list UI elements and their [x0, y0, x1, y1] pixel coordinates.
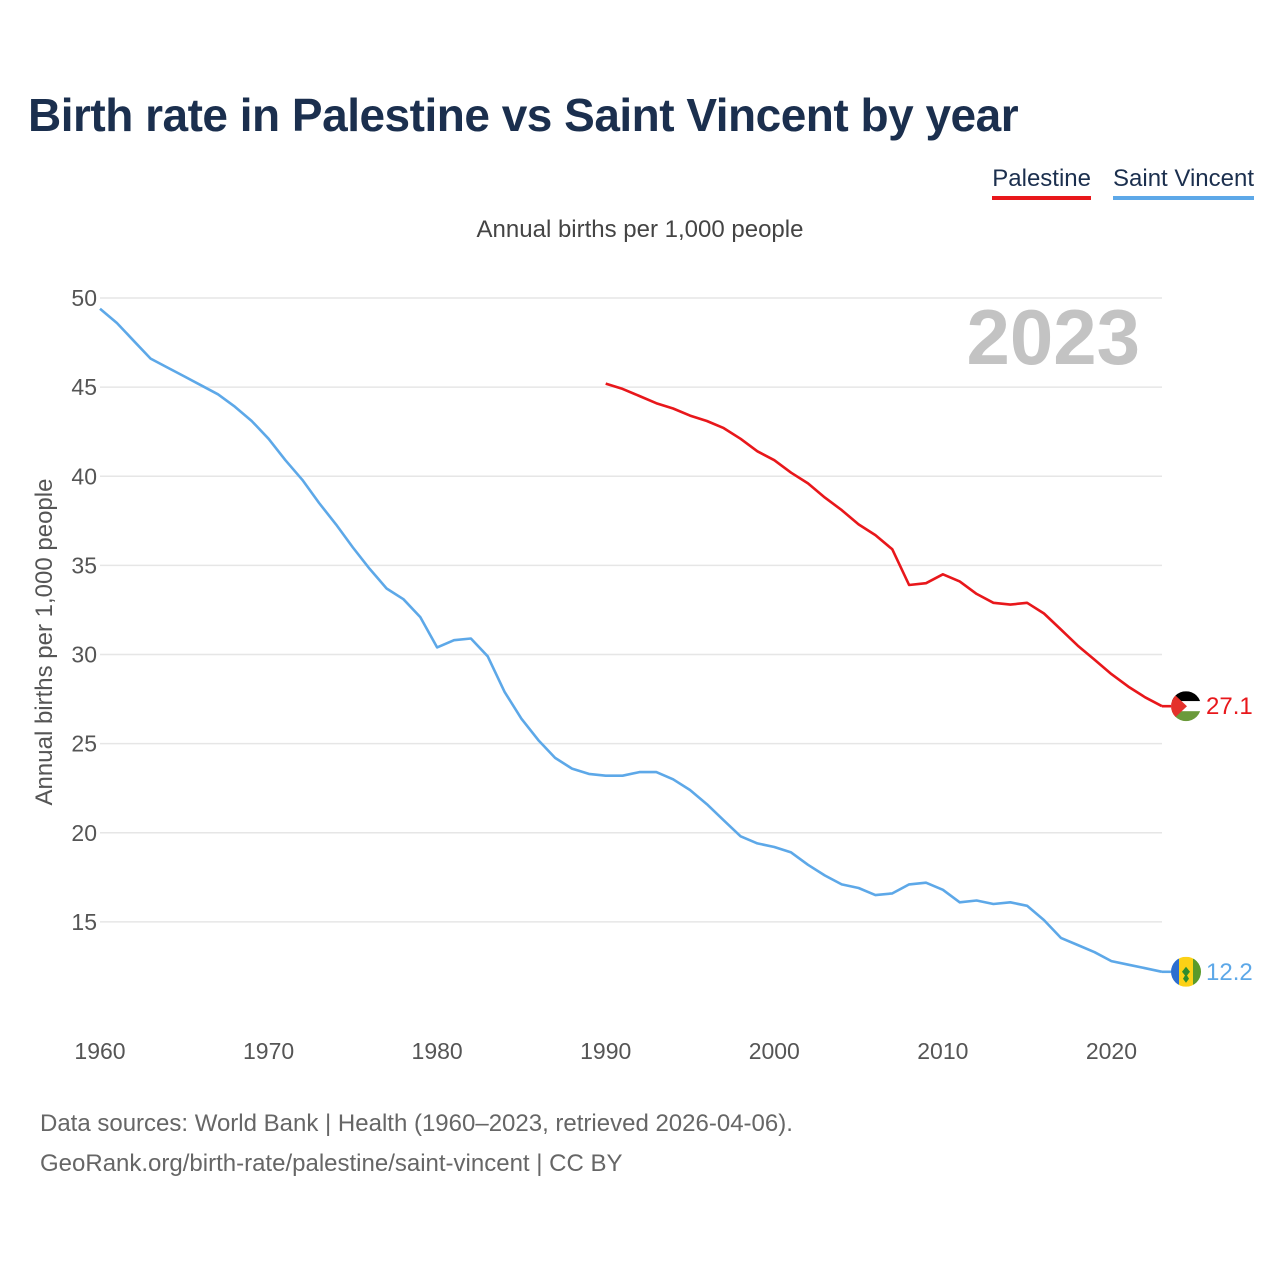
series-line-palestine[interactable]: [605, 382, 1163, 708]
chart-title: Birth rate in Palestine vs Saint Vincent…: [28, 89, 1019, 141]
x-tick-label: 2010: [917, 1038, 968, 1064]
current-year-label: 2023: [966, 293, 1140, 381]
series-lines: [99, 307, 1163, 974]
gridlines: [100, 297, 1162, 923]
x-tick-label: 1970: [243, 1038, 294, 1064]
y-tick-label: 25: [71, 731, 97, 757]
y-tick-label: 35: [71, 552, 97, 578]
series-line-saint-vincent[interactable]: [99, 307, 1163, 974]
x-axis-ticks: 1960 1970 1980 1990 2000 2010 2020: [74, 1038, 1137, 1064]
y-axis-ticks: 15 20 25 30 35 40 45 50: [71, 285, 97, 935]
x-tick-label: 1960: [74, 1038, 125, 1064]
legend-item-saint-vincent[interactable]: Saint Vincent: [1113, 165, 1254, 200]
y-tick-label: 30: [71, 642, 97, 668]
legend-item-palestine[interactable]: Palestine: [992, 165, 1091, 200]
end-value-label-palestine: 27.1: [1206, 693, 1253, 720]
end-value-label-saint-vincent: 12.2: [1206, 959, 1253, 986]
y-tick-label: 40: [71, 463, 97, 489]
x-tick-label: 2000: [749, 1038, 800, 1064]
y-tick-label: 50: [71, 285, 97, 311]
y-axis-label: Annual births per 1,000 people: [31, 479, 58, 806]
palestine-flag-icon: [1171, 691, 1201, 722]
y-tick-label: 20: [71, 820, 97, 846]
series-end-markers: 27.1 12.2: [1162, 691, 1253, 987]
x-tick-label: 2020: [1086, 1038, 1137, 1064]
source-line-1: Data sources: World Bank | Health (1960–…: [40, 1110, 793, 1137]
source-line-2[interactable]: GeoRank.org/birth-rate/palestine/saint-v…: [40, 1150, 623, 1177]
y-tick-label: 15: [71, 909, 97, 935]
chart-subtitle: Annual births per 1,000 people: [476, 216, 804, 243]
y-tick-label: 45: [71, 374, 97, 400]
source-note: Data sources: World Bank | Health (1960–…: [40, 1104, 793, 1184]
legend: Palestine Saint Vincent: [992, 165, 1254, 200]
x-tick-label: 1990: [580, 1038, 631, 1064]
x-tick-label: 1980: [412, 1038, 463, 1064]
saint-vincent-flag-icon: [1171, 956, 1201, 987]
